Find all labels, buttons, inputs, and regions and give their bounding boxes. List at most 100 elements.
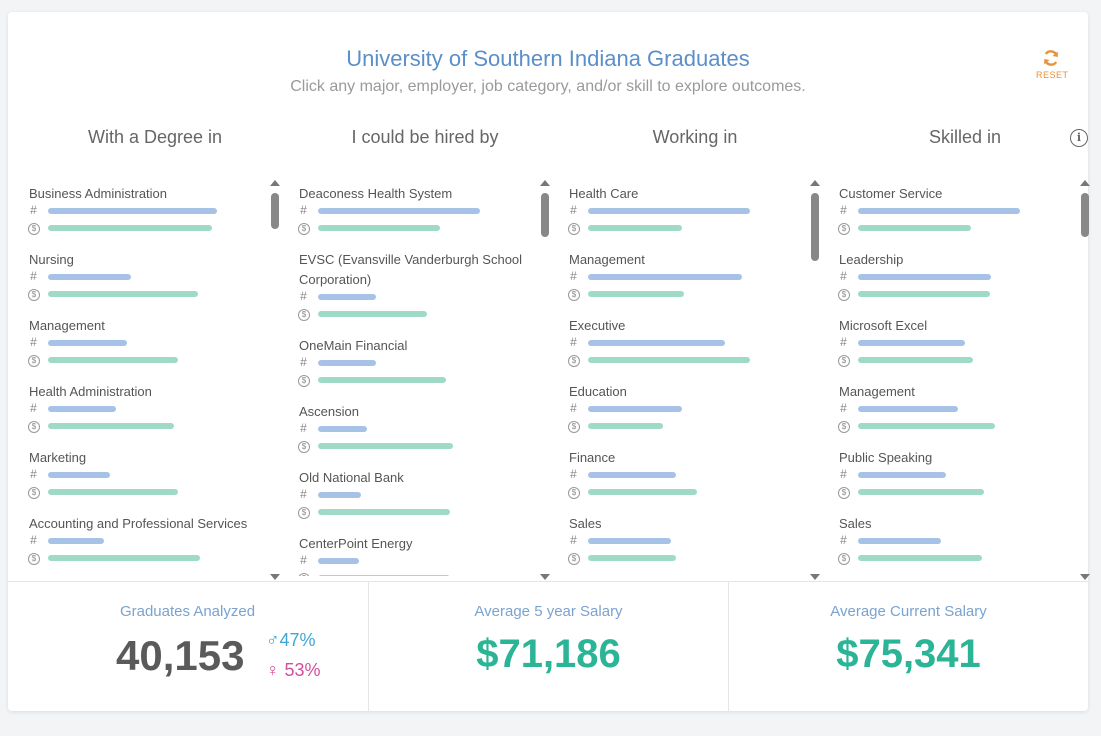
current-salary-value: $75,341	[836, 632, 981, 676]
list-item[interactable]: Business Administration # $	[28, 184, 258, 238]
scroll-down-icon[interactable]	[540, 574, 550, 580]
stats-bar: Graduates Analyzed 40,153 ♂47% ♀ 53% Ave…	[8, 581, 1088, 712]
dollar-icon: $	[568, 553, 580, 565]
scrollbar[interactable]	[810, 180, 820, 580]
list-item[interactable]: Sales # $	[568, 514, 798, 568]
reset-button[interactable]: RESET	[1036, 48, 1068, 80]
salary-metric-row: $	[298, 307, 528, 324]
salary-metric-row: $	[568, 551, 798, 568]
scroll-up-icon[interactable]	[270, 180, 280, 186]
info-icon[interactable]: i	[1070, 129, 1088, 147]
scrollbar[interactable]	[540, 180, 550, 580]
count-bar	[858, 472, 946, 478]
count-metric-row: #	[838, 270, 1068, 287]
dashboard-card: University of Southern Indiana Graduates…	[8, 12, 1090, 712]
hash-icon: #	[300, 553, 307, 567]
scrollbar[interactable]	[270, 180, 280, 580]
count-bar	[48, 538, 104, 544]
scroll-down-icon[interactable]	[810, 574, 820, 580]
dollar-icon: $	[838, 355, 850, 367]
hash-icon: #	[30, 269, 37, 283]
list-item-label: Accounting and Professional Services	[29, 516, 248, 531]
list-item[interactable]: EVSC (Evansville Vanderburgh School Corp…	[298, 250, 528, 324]
list-item[interactable]: Customer Service # $	[838, 184, 1068, 238]
list-item[interactable]: Marketing # $	[28, 448, 258, 502]
graduates-label: Graduates Analyzed	[119, 603, 256, 620]
list-item[interactable]: Health Care # $	[568, 184, 798, 238]
scroll-down-icon[interactable]	[270, 574, 280, 580]
list-item[interactable]: Microsoft Excel # $	[838, 316, 1068, 370]
list-item-label: Sales	[569, 516, 602, 531]
dollar-icon: $	[838, 421, 850, 433]
list-item[interactable]: Sales # $	[838, 514, 1068, 568]
female-stat: ♀ 53%	[266, 660, 321, 681]
salary-metric-row: $	[28, 419, 258, 436]
count-bar	[318, 208, 480, 214]
list-item[interactable]: Old National Bank # $	[298, 468, 528, 522]
list-item[interactable]: CenterPoint Energy # $	[298, 534, 528, 576]
salary-bar	[858, 555, 982, 561]
list-item[interactable]: Education # $	[568, 382, 798, 436]
salary-bar	[318, 225, 440, 231]
salary-metric-row: $	[298, 439, 528, 456]
list-item[interactable]: Nursing # $	[28, 250, 258, 304]
count-bar	[48, 340, 127, 346]
list-item[interactable]: Public Speaking # $	[838, 448, 1068, 502]
list-item[interactable]: Leadership # $	[838, 250, 1068, 304]
scroll-thumb[interactable]	[1081, 193, 1089, 237]
list-item[interactable]: OneMain Financial # $	[298, 336, 528, 390]
column-0: With a Degree in Business Administration #…	[28, 127, 282, 581]
list-item[interactable]: Finance # $	[568, 448, 798, 502]
salary-metric-row: $	[838, 287, 1068, 304]
scroll-down-icon[interactable]	[1080, 574, 1090, 580]
dollar-icon: $	[298, 573, 310, 576]
scroll-thumb[interactable]	[811, 193, 819, 261]
column-2: Working in Health Care # $ Management # $ Execu…	[568, 127, 822, 581]
hash-icon: #	[840, 269, 847, 283]
hash-icon: #	[840, 335, 847, 349]
list-viewport: Customer Service # $ Leadership # $ Microsoft …	[838, 184, 1068, 576]
graduates-value: 40,153	[116, 632, 245, 679]
column-header: Skilled in	[928, 127, 1002, 147]
scrollbar[interactable]	[1080, 180, 1090, 580]
salary-metric-row: $	[568, 221, 798, 238]
list-item[interactable]: Accounting and Professional Services # $	[28, 514, 258, 568]
dollar-icon: $	[838, 553, 850, 565]
salary-bar	[318, 443, 453, 449]
hash-icon: #	[840, 467, 847, 481]
list-item[interactable]: Executive # $	[568, 316, 798, 370]
scroll-up-icon[interactable]	[540, 180, 550, 186]
five-year-salary-stat: Average 5 year Salary $71,186	[368, 582, 728, 712]
count-bar	[588, 340, 725, 346]
count-bar	[318, 426, 367, 432]
dollar-icon: $	[838, 289, 850, 301]
salary-metric-row: $	[838, 221, 1068, 238]
salary-metric-row: $	[838, 485, 1068, 502]
list-item[interactable]: Deaconess Health System # $	[298, 184, 528, 238]
list-item-label: Management	[29, 318, 105, 333]
salary-bar	[858, 225, 971, 231]
scroll-up-icon[interactable]	[810, 180, 820, 186]
list-item[interactable]: Health Administration # $	[28, 382, 258, 436]
hash-icon: #	[570, 269, 577, 283]
salary-metric-row: $	[568, 287, 798, 304]
scroll-thumb[interactable]	[271, 193, 279, 229]
count-bar	[588, 274, 742, 280]
count-metric-row: #	[568, 270, 798, 287]
count-bar	[588, 208, 750, 214]
scroll-up-icon[interactable]	[1080, 180, 1090, 186]
hash-icon: #	[300, 355, 307, 369]
scroll-thumb[interactable]	[541, 193, 549, 237]
dollar-icon: $	[298, 375, 310, 387]
list-item[interactable]: Ascension # $	[298, 402, 528, 456]
column-header: I could be hired by	[351, 127, 499, 147]
dollar-icon: $	[28, 223, 40, 235]
salary-bar	[858, 357, 973, 363]
list-item[interactable]: Management # $	[568, 250, 798, 304]
count-bar	[48, 406, 116, 412]
salary-bar	[858, 423, 995, 429]
list-item[interactable]: Management # $	[838, 382, 1068, 436]
refresh-icon	[1044, 50, 1058, 66]
list-item[interactable]: Management # $	[28, 316, 258, 370]
count-metric-row: #	[28, 468, 258, 485]
